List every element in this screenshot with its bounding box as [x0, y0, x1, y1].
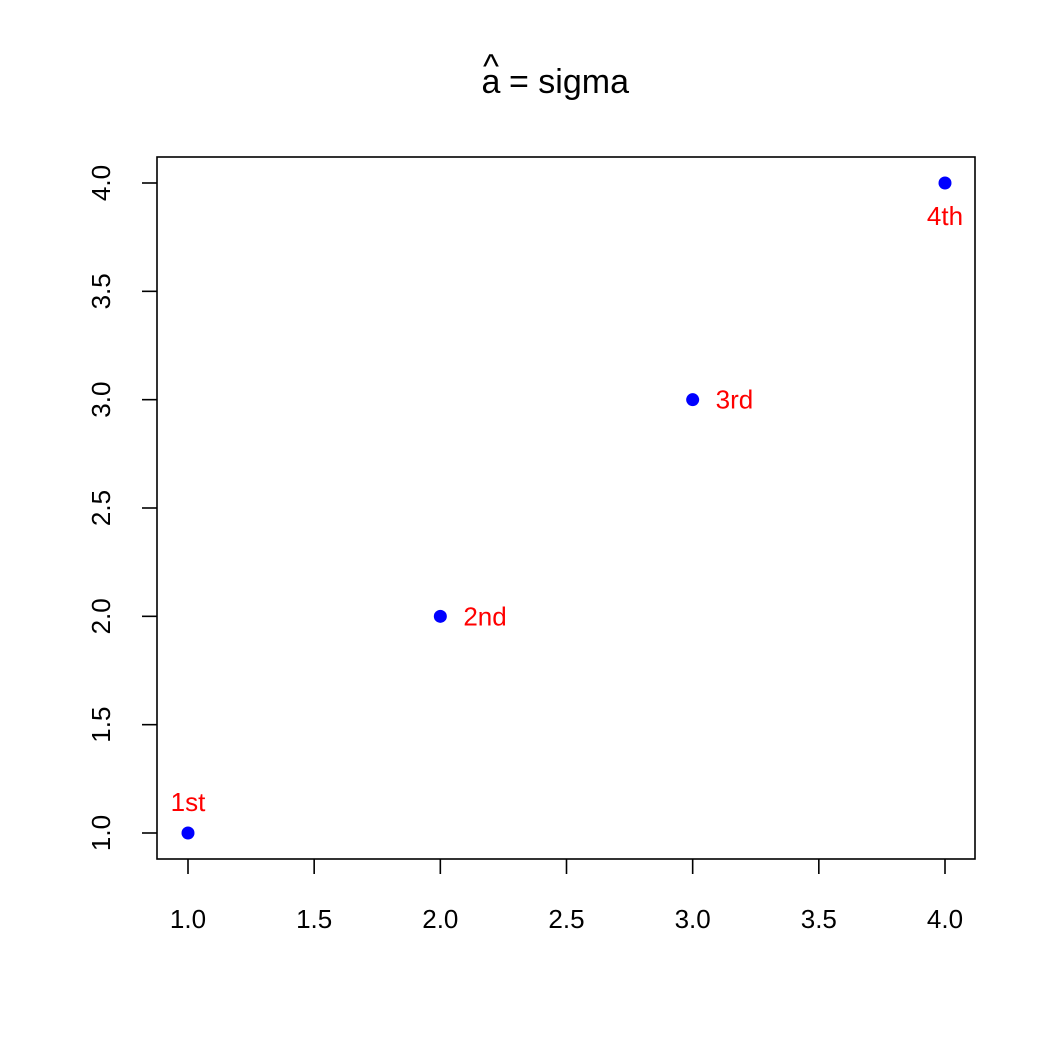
data-point [686, 393, 700, 407]
x-tick-label: 3.5 [801, 904, 837, 934]
point-label: 3rd [716, 385, 754, 415]
title-symbol: a [482, 63, 501, 101]
y-tick-label: 4.0 [86, 165, 116, 201]
y-tick-label: 3.0 [86, 382, 116, 418]
data-point [433, 609, 447, 623]
point-labels: 1st 2nd 3rd 4th [171, 201, 963, 817]
point-label: 4th [927, 201, 963, 231]
data-points [181, 176, 952, 840]
chart-title: ^ a = sigma [482, 48, 630, 101]
title-accent: ^ [483, 48, 499, 86]
y-tick-label: 1.5 [86, 707, 116, 743]
x-tick-label: 4.0 [927, 904, 963, 934]
y-axis: 1.0 1.5 2.0 2.5 3.0 3.5 4.0 [86, 165, 157, 851]
point-label: 1st [171, 787, 206, 817]
data-point [181, 826, 195, 840]
x-tick-label: 1.5 [296, 904, 332, 934]
x-tick-label: 2.0 [422, 904, 458, 934]
data-point [938, 176, 952, 190]
y-tick-label: 2.0 [86, 598, 116, 634]
y-tick-label: 1.0 [86, 815, 116, 851]
x-tick-label: 1.0 [170, 904, 206, 934]
title-text: = sigma [509, 63, 629, 101]
y-tick-label: 2.5 [86, 490, 116, 526]
y-tick-label: 3.5 [86, 273, 116, 309]
x-tick-label: 2.5 [548, 904, 584, 934]
x-tick-label: 3.0 [675, 904, 711, 934]
x-axis: 1.0 1.5 2.0 2.5 3.0 3.5 4.0 [170, 859, 963, 934]
point-label: 2nd [463, 601, 506, 631]
